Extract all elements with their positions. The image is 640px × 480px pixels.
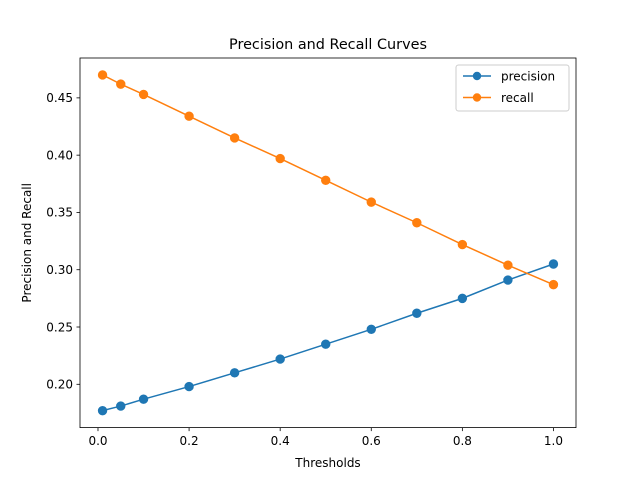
x-axis: 0.0 0.2 0.4 0.6 0.8 1.0: [88, 427, 563, 448]
x-axis-label: Thresholds: [294, 456, 360, 470]
data-point-precision: [184, 381, 194, 392]
data-point-precision: [412, 308, 422, 318]
data-point-precision: [503, 275, 513, 285]
y-tick-label: 0.25: [46, 320, 73, 334]
plot-area: [97, 70, 559, 416]
data-point-recall: [457, 239, 468, 250]
x-tick-label: 0.6: [362, 434, 381, 448]
y-tick-label: 0.20: [46, 378, 73, 392]
data-point-recall: [366, 197, 376, 207]
y-tick-label: 0.45: [46, 91, 73, 105]
data-point-precision: [366, 324, 376, 334]
series-recall: [97, 70, 559, 290]
legend: precision recall: [455, 64, 570, 112]
data-point-precision: [97, 405, 108, 416]
data-point-recall: [184, 111, 194, 121]
y-tick-label: 0.35: [46, 206, 73, 220]
data-point-precision: [138, 394, 149, 404]
chart-title: Precision and Recall Curves: [229, 37, 427, 53]
data-point-recall: [138, 89, 149, 100]
x-tick-label: 0.2: [180, 434, 199, 448]
y-axis: 0.20 0.25 0.30 0.35 0.40 0.45: [46, 91, 80, 392]
data-point-precision: [548, 259, 559, 269]
y-tick-label: 0.40: [46, 148, 73, 162]
data-point-recall: [229, 133, 240, 143]
data-point-precision: [321, 339, 331, 349]
legend-marker-precision: [472, 71, 482, 81]
x-tick-label: 0.4: [271, 434, 290, 448]
data-point-recall: [412, 218, 422, 228]
legend-label-precision: precision: [501, 69, 555, 83]
data-point-precision: [275, 354, 285, 364]
data-point-recall: [97, 70, 108, 80]
y-axis-label: Precision and Recall: [20, 183, 34, 303]
y-tick-label: 0.30: [46, 263, 73, 277]
x-tick-label: 0.8: [453, 434, 472, 448]
data-point-recall: [548, 279, 559, 290]
x-tick-label: 1.0: [544, 434, 563, 448]
data-point-precision: [229, 368, 240, 378]
data-point-recall: [275, 153, 285, 164]
x-tick-label: 0.0: [88, 434, 107, 448]
legend-label-recall: recall: [501, 91, 534, 105]
legend-marker-recall: [472, 93, 482, 102]
data-point-recall: [116, 79, 126, 89]
data-point-recall: [321, 175, 331, 186]
data-point-precision: [457, 293, 468, 304]
data-point-recall: [503, 260, 513, 270]
axes-frame: [79, 57, 577, 429]
data-point-precision: [116, 401, 126, 411]
series-precision: [97, 259, 559, 416]
